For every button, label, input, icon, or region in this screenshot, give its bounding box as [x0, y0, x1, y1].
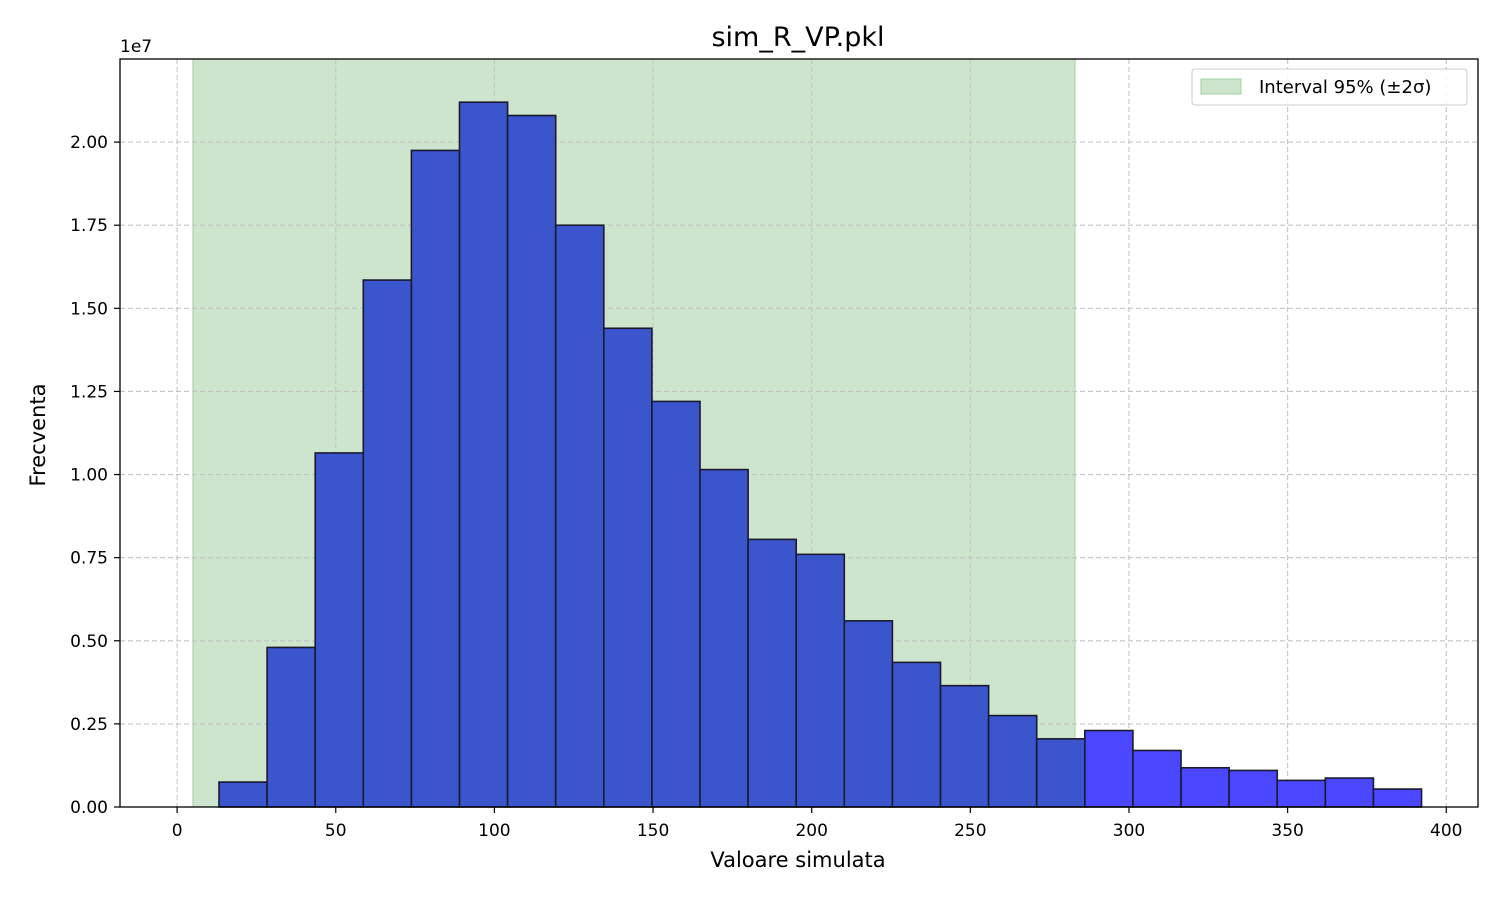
histogram-bar [795, 553, 846, 808]
x-tick-label: 250 [954, 821, 986, 841]
y-tick-label: 1.25 [70, 382, 108, 402]
histogram-bar [1228, 769, 1279, 808]
histogram-bar [987, 714, 1038, 808]
histogram-bar [1132, 749, 1182, 808]
x-tick-label: 100 [478, 821, 510, 841]
y-tick-label: 0.25 [70, 715, 108, 735]
x-tick-label: 0 [172, 821, 183, 841]
histogram-bar [554, 224, 605, 808]
histogram-bar [891, 661, 942, 808]
plot-frame [119, 58, 1479, 808]
legend-swatch-interval [1200, 78, 1242, 95]
x-tick-label: 150 [637, 821, 669, 841]
y-tick-label: 2.00 [70, 133, 108, 153]
histogram-bar [939, 684, 990, 808]
histogram-bar [1276, 779, 1327, 808]
x-tick-label: 50 [325, 821, 347, 841]
histogram-bar [651, 400, 701, 808]
ticks-layer: 0 50 100 150 200 250 300 350 400 0.00 0.25 0.50 0.75… [70, 133, 1462, 841]
histogram-bar [699, 468, 749, 808]
histogram-bar [314, 452, 365, 808]
x-tick-label: 300 [1113, 821, 1145, 841]
y-tick-label: 0.50 [70, 632, 108, 652]
histogram-bar [1324, 777, 1375, 808]
histogram-bar [1035, 738, 1086, 808]
y-tick-label: 1.75 [70, 216, 108, 236]
x-tick-label: 400 [1430, 821, 1462, 841]
chart-title: sim_R_VP.pkl [711, 22, 884, 53]
legend-box [1191, 68, 1468, 106]
x-tick-label: 200 [795, 821, 827, 841]
legend: Interval 95% (±2σ) [1191, 68, 1468, 106]
histogram-bar [506, 114, 557, 808]
histogram-bar [747, 538, 798, 808]
y-tick-label: 0.00 [70, 798, 108, 818]
histogram-bar [458, 101, 509, 808]
histogram-bar [1084, 729, 1134, 808]
histogram-bar [1180, 766, 1230, 808]
x-tick-label: 350 [1271, 821, 1303, 841]
histogram-bar [218, 781, 268, 808]
y-tick-label: 1.50 [70, 299, 108, 319]
legend-label-interval: Interval 95% (±2σ) [1259, 77, 1431, 98]
histogram-bar [266, 646, 316, 808]
y-tick-label: 1.00 [70, 466, 108, 486]
histogram-bar [362, 279, 413, 808]
histogram-bar [410, 149, 461, 808]
y-axis-label: Frecventa [26, 384, 50, 487]
bars-layer [218, 101, 1423, 808]
histogram-bar [1372, 788, 1423, 808]
histogram-bar [603, 327, 653, 808]
x-axis-label: Valoare simulata [710, 848, 885, 872]
histogram-bar [843, 620, 894, 808]
y-offset-text: 1e7 [120, 37, 152, 57]
y-tick-label: 0.75 [70, 549, 108, 569]
